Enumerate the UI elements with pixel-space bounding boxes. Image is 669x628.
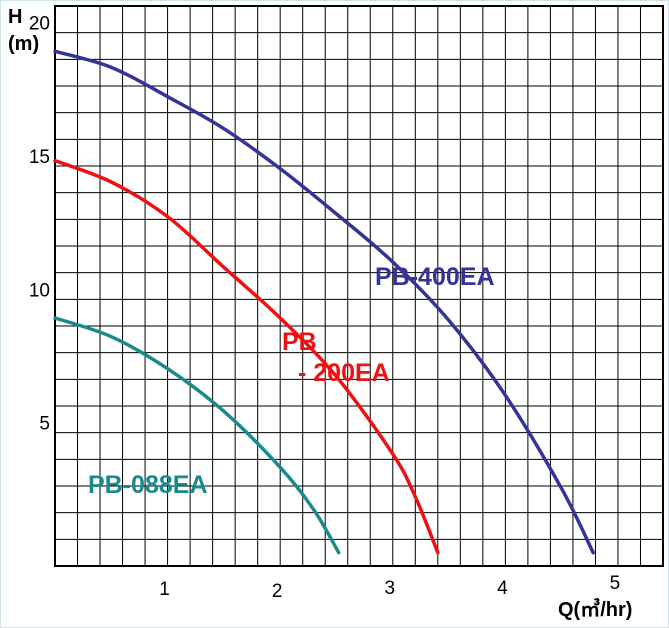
y-axis-title-unit: (m) bbox=[8, 33, 39, 55]
x-tick-label: 2 bbox=[272, 581, 283, 602]
y-tick-labels: 5 10 15 20 bbox=[29, 14, 50, 435]
curves bbox=[53, 49, 595, 555]
series-label-pb-088ea: PB-088EA bbox=[88, 471, 208, 499]
x-axis-title: Q(㎥/hr) bbox=[558, 597, 632, 621]
x-tick-label: 1 bbox=[159, 579, 170, 600]
x-tick-label: 3 bbox=[384, 578, 395, 599]
x-tick-label: 5 bbox=[610, 573, 621, 594]
series-line-pb-200ea bbox=[53, 158, 440, 555]
y-tick-label: 20 bbox=[29, 14, 50, 35]
x-tick-label: 4 bbox=[497, 578, 508, 599]
series-line-pb-088ea bbox=[53, 316, 341, 555]
plot-border bbox=[54, 5, 664, 567]
y-tick-label: 5 bbox=[39, 414, 50, 435]
y-axis-title-h: H bbox=[8, 6, 22, 28]
y-tick-label: 15 bbox=[29, 147, 50, 168]
y-tick-label: 10 bbox=[29, 280, 50, 301]
series-label-pb-200ea-line2: - 200EA bbox=[298, 359, 390, 387]
series-label-pb-400ea: PB-400EA bbox=[375, 263, 495, 291]
grid bbox=[55, 6, 663, 566]
series-line-pb-400ea bbox=[53, 49, 595, 555]
x-tick-labels: 1 2 3 4 5 bbox=[159, 573, 620, 602]
series-label-pb-200ea-line1: PB bbox=[282, 328, 317, 356]
